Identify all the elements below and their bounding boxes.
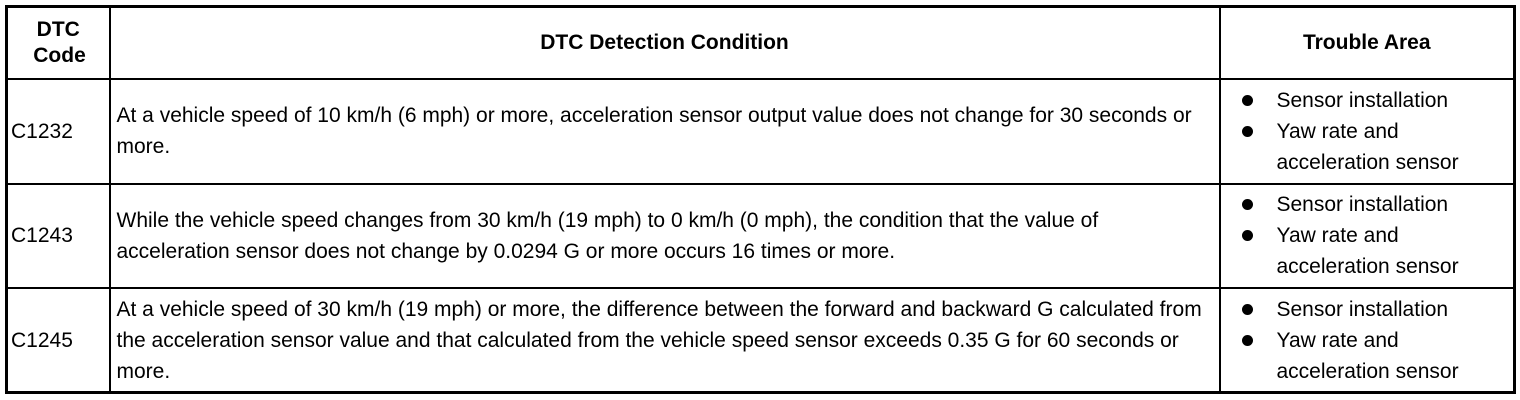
detection-condition: At a vehicle speed of 30 km/h (19 mph) o… — [108, 287, 1221, 394]
dtc-code: C1243 — [5, 182, 111, 289]
trouble-area-item: Sensor installation — [1227, 294, 1508, 325]
trouble-area-item: Sensor installation — [1227, 189, 1508, 220]
trouble-area-list: Sensor installation Yaw rate and accelera… — [1227, 294, 1508, 387]
trouble-area: Sensor installation Yaw rate and accelera… — [1218, 78, 1516, 185]
trouble-area-list: Sensor installation Yaw rate and accelera… — [1227, 85, 1508, 178]
header-dtc-code: DTC Code — [5, 5, 111, 80]
header-detection-condition: DTC Detection Condition — [108, 5, 1221, 80]
trouble-area-item: Yaw rate and acceleration sensor — [1227, 325, 1508, 387]
table-row: C1232 At a vehicle speed of 10 km/h (6 m… — [5, 78, 1516, 185]
dtc-table: DTC Code DTC Detection Condition Trouble… — [5, 5, 1516, 394]
header-trouble-area: Trouble Area — [1218, 5, 1516, 80]
dtc-code: C1232 — [5, 78, 111, 185]
trouble-area-list: Sensor installation Yaw rate and accelera… — [1227, 189, 1508, 282]
table-row: C1245 At a vehicle speed of 30 km/h (19 … — [5, 287, 1516, 394]
table-row: C1243 While the vehicle speed changes fr… — [5, 182, 1516, 289]
trouble-area: Sensor installation Yaw rate and accelera… — [1218, 182, 1516, 289]
header-row: DTC Code DTC Detection Condition Trouble… — [5, 5, 1516, 80]
trouble-area: Sensor installation Yaw rate and accelera… — [1218, 287, 1516, 394]
dtc-code: C1245 — [5, 287, 111, 394]
trouble-area-item: Sensor installation — [1227, 85, 1508, 116]
trouble-area-item: Yaw rate and acceleration sensor — [1227, 116, 1508, 178]
trouble-area-item: Yaw rate and acceleration sensor — [1227, 220, 1508, 282]
detection-condition: While the vehicle speed changes from 30 … — [108, 182, 1221, 289]
detection-condition: At a vehicle speed of 10 km/h (6 mph) or… — [108, 78, 1221, 185]
